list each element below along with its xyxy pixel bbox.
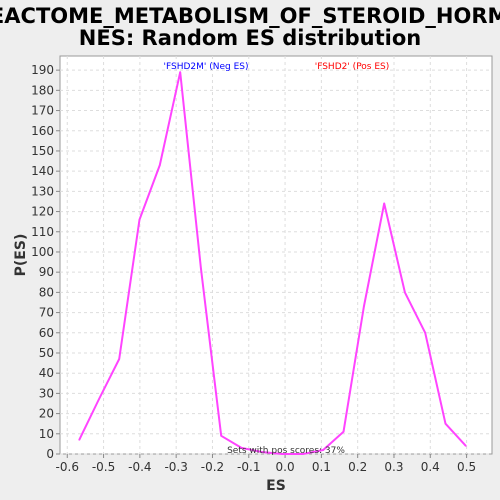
x-axis-title: ES <box>266 478 286 494</box>
y-tick-label: 0 <box>46 447 54 461</box>
y-tick-label: 180 <box>31 83 54 97</box>
data-point <box>200 267 202 269</box>
neg-es-label: 'FSHD2M' (Neg ES) <box>164 62 249 72</box>
data-point <box>342 430 345 433</box>
y-tick-label: 40 <box>39 366 54 380</box>
data-point <box>261 451 263 453</box>
y-tick-label: 10 <box>39 427 54 441</box>
y-tick-label: 90 <box>39 265 54 279</box>
data-point <box>302 453 304 455</box>
x-axis: -0.6 -0.5 -0.4 -0.3 -0.2 -0.1 0.0 0.1 0.2 0.3 0.4 0… <box>56 454 476 474</box>
data-point <box>383 202 385 205</box>
y-tick-label: 60 <box>39 326 54 340</box>
chart-title-line2: NES: Random ES distribution <box>79 26 421 50</box>
data-point <box>138 218 141 221</box>
y-tick-label: 130 <box>31 184 54 198</box>
x-tick-label: -0.5 <box>92 460 115 474</box>
x-tick-label: -0.6 <box>56 460 79 474</box>
x-tick-label: 0.4 <box>421 460 440 474</box>
series-line <box>78 71 467 455</box>
data-point <box>424 331 427 334</box>
data-point <box>240 447 243 449</box>
y-tick-label: 100 <box>31 245 54 259</box>
x-tick-label: -0.2 <box>201 460 224 474</box>
x-tick-label: 0.0 <box>276 460 295 474</box>
x-tick-label: 0.3 <box>384 460 403 474</box>
y-tick-label: 190 <box>31 63 54 77</box>
plot-area <box>59 55 493 455</box>
chart-title-line1: REACTOME_METABOLISM_OF_STEROID_HORMO <box>0 4 500 28</box>
y-tick-label: 170 <box>31 104 54 118</box>
y-tick-label: 110 <box>31 225 54 239</box>
grid-layer <box>60 56 492 455</box>
data-point <box>220 435 222 437</box>
x-tick-label: -0.1 <box>237 460 260 474</box>
pos-score-footer: Sets with pos scores: 37% <box>227 446 345 456</box>
series-layer <box>78 71 467 455</box>
data-point <box>118 358 120 360</box>
pos-es-label: 'FSHD2' (Pos ES) <box>315 62 390 72</box>
y-tick-label: 50 <box>39 346 54 360</box>
y-tick-label: 70 <box>39 306 54 320</box>
data-point <box>465 445 467 447</box>
x-tick-label: 0.1 <box>312 460 331 474</box>
data-point <box>179 71 181 73</box>
y-tick-label: 160 <box>31 124 54 138</box>
data-point <box>404 291 406 294</box>
data-point <box>78 439 81 441</box>
y-tick-label: 80 <box>39 285 54 299</box>
data-point <box>281 453 283 455</box>
data-point <box>159 164 161 166</box>
data-point <box>444 422 447 425</box>
y-tick-label: 30 <box>39 386 54 400</box>
data-point <box>322 449 324 451</box>
y-axis: 0 10 20 30 40 50 60 70 80 90 100 110 120 130 140 150 160… <box>31 63 60 461</box>
y-tick-label: 140 <box>31 164 54 178</box>
x-tick-label: 0.5 <box>457 460 476 474</box>
x-tick-label: -0.3 <box>164 460 187 474</box>
y-tick-label: 120 <box>31 205 54 219</box>
x-tick-label: 0.2 <box>348 460 367 474</box>
y-tick-label: 20 <box>39 407 54 421</box>
data-point <box>98 398 100 401</box>
x-tick-label: -0.4 <box>128 460 151 474</box>
data-point <box>363 305 365 308</box>
y-axis-title: P(ES) <box>13 234 29 277</box>
y-tick-label: 150 <box>31 144 54 158</box>
